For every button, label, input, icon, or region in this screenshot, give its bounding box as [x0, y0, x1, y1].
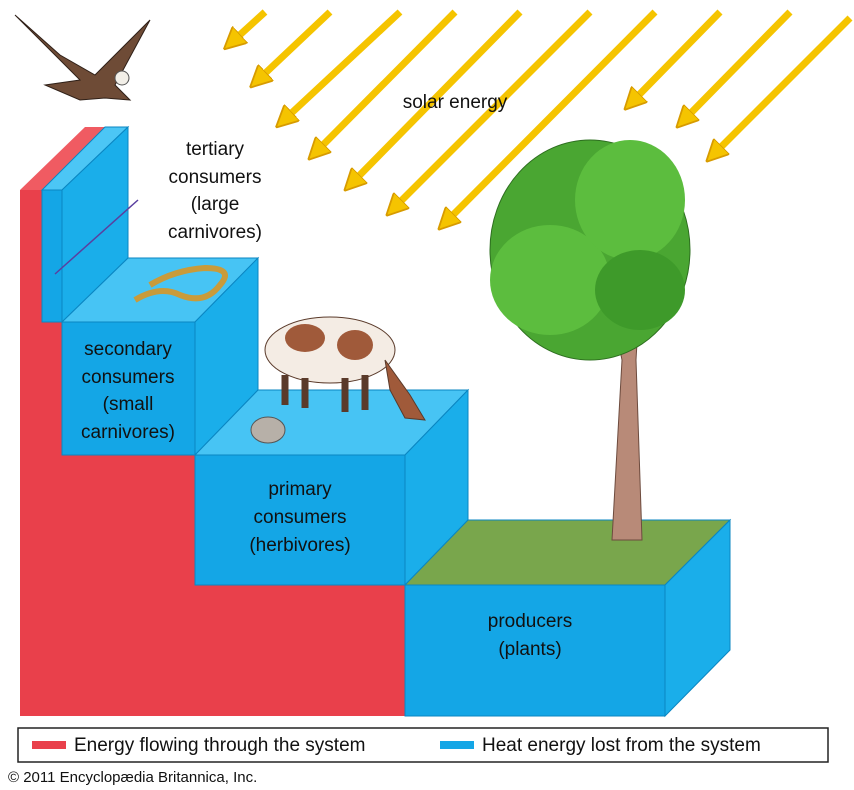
level-label: consumers — [169, 167, 262, 188]
level-label: carnivores) — [168, 222, 262, 243]
level-label: consumers — [254, 507, 347, 528]
solar-label: solar energy — [403, 92, 508, 113]
level-label: secondary — [84, 339, 172, 360]
level-label: (small — [103, 394, 154, 415]
level-label: (herbivores) — [249, 535, 350, 556]
copyright: © 2011 Encyclopædia Britannica, Inc. — [8, 769, 257, 786]
page: solar energy — [0, 0, 854, 790]
level-label: primary — [268, 479, 332, 500]
level-label: carnivores) — [81, 422, 175, 443]
level-label: (large — [191, 194, 240, 215]
legend-label: Heat energy lost from the system — [482, 735, 761, 756]
legend: Energy flowing through the system Heat e… — [18, 728, 828, 762]
level-label: consumers — [82, 367, 175, 388]
diagram: solar energy — [0, 0, 854, 790]
level-label: producers — [488, 611, 573, 632]
legend-label: Energy flowing through the system — [74, 735, 366, 756]
level-label: tertiary — [186, 139, 245, 160]
eagle — [15, 15, 150, 100]
level-label: (plants) — [498, 639, 561, 660]
rabbit — [251, 417, 285, 443]
tree — [490, 140, 690, 540]
